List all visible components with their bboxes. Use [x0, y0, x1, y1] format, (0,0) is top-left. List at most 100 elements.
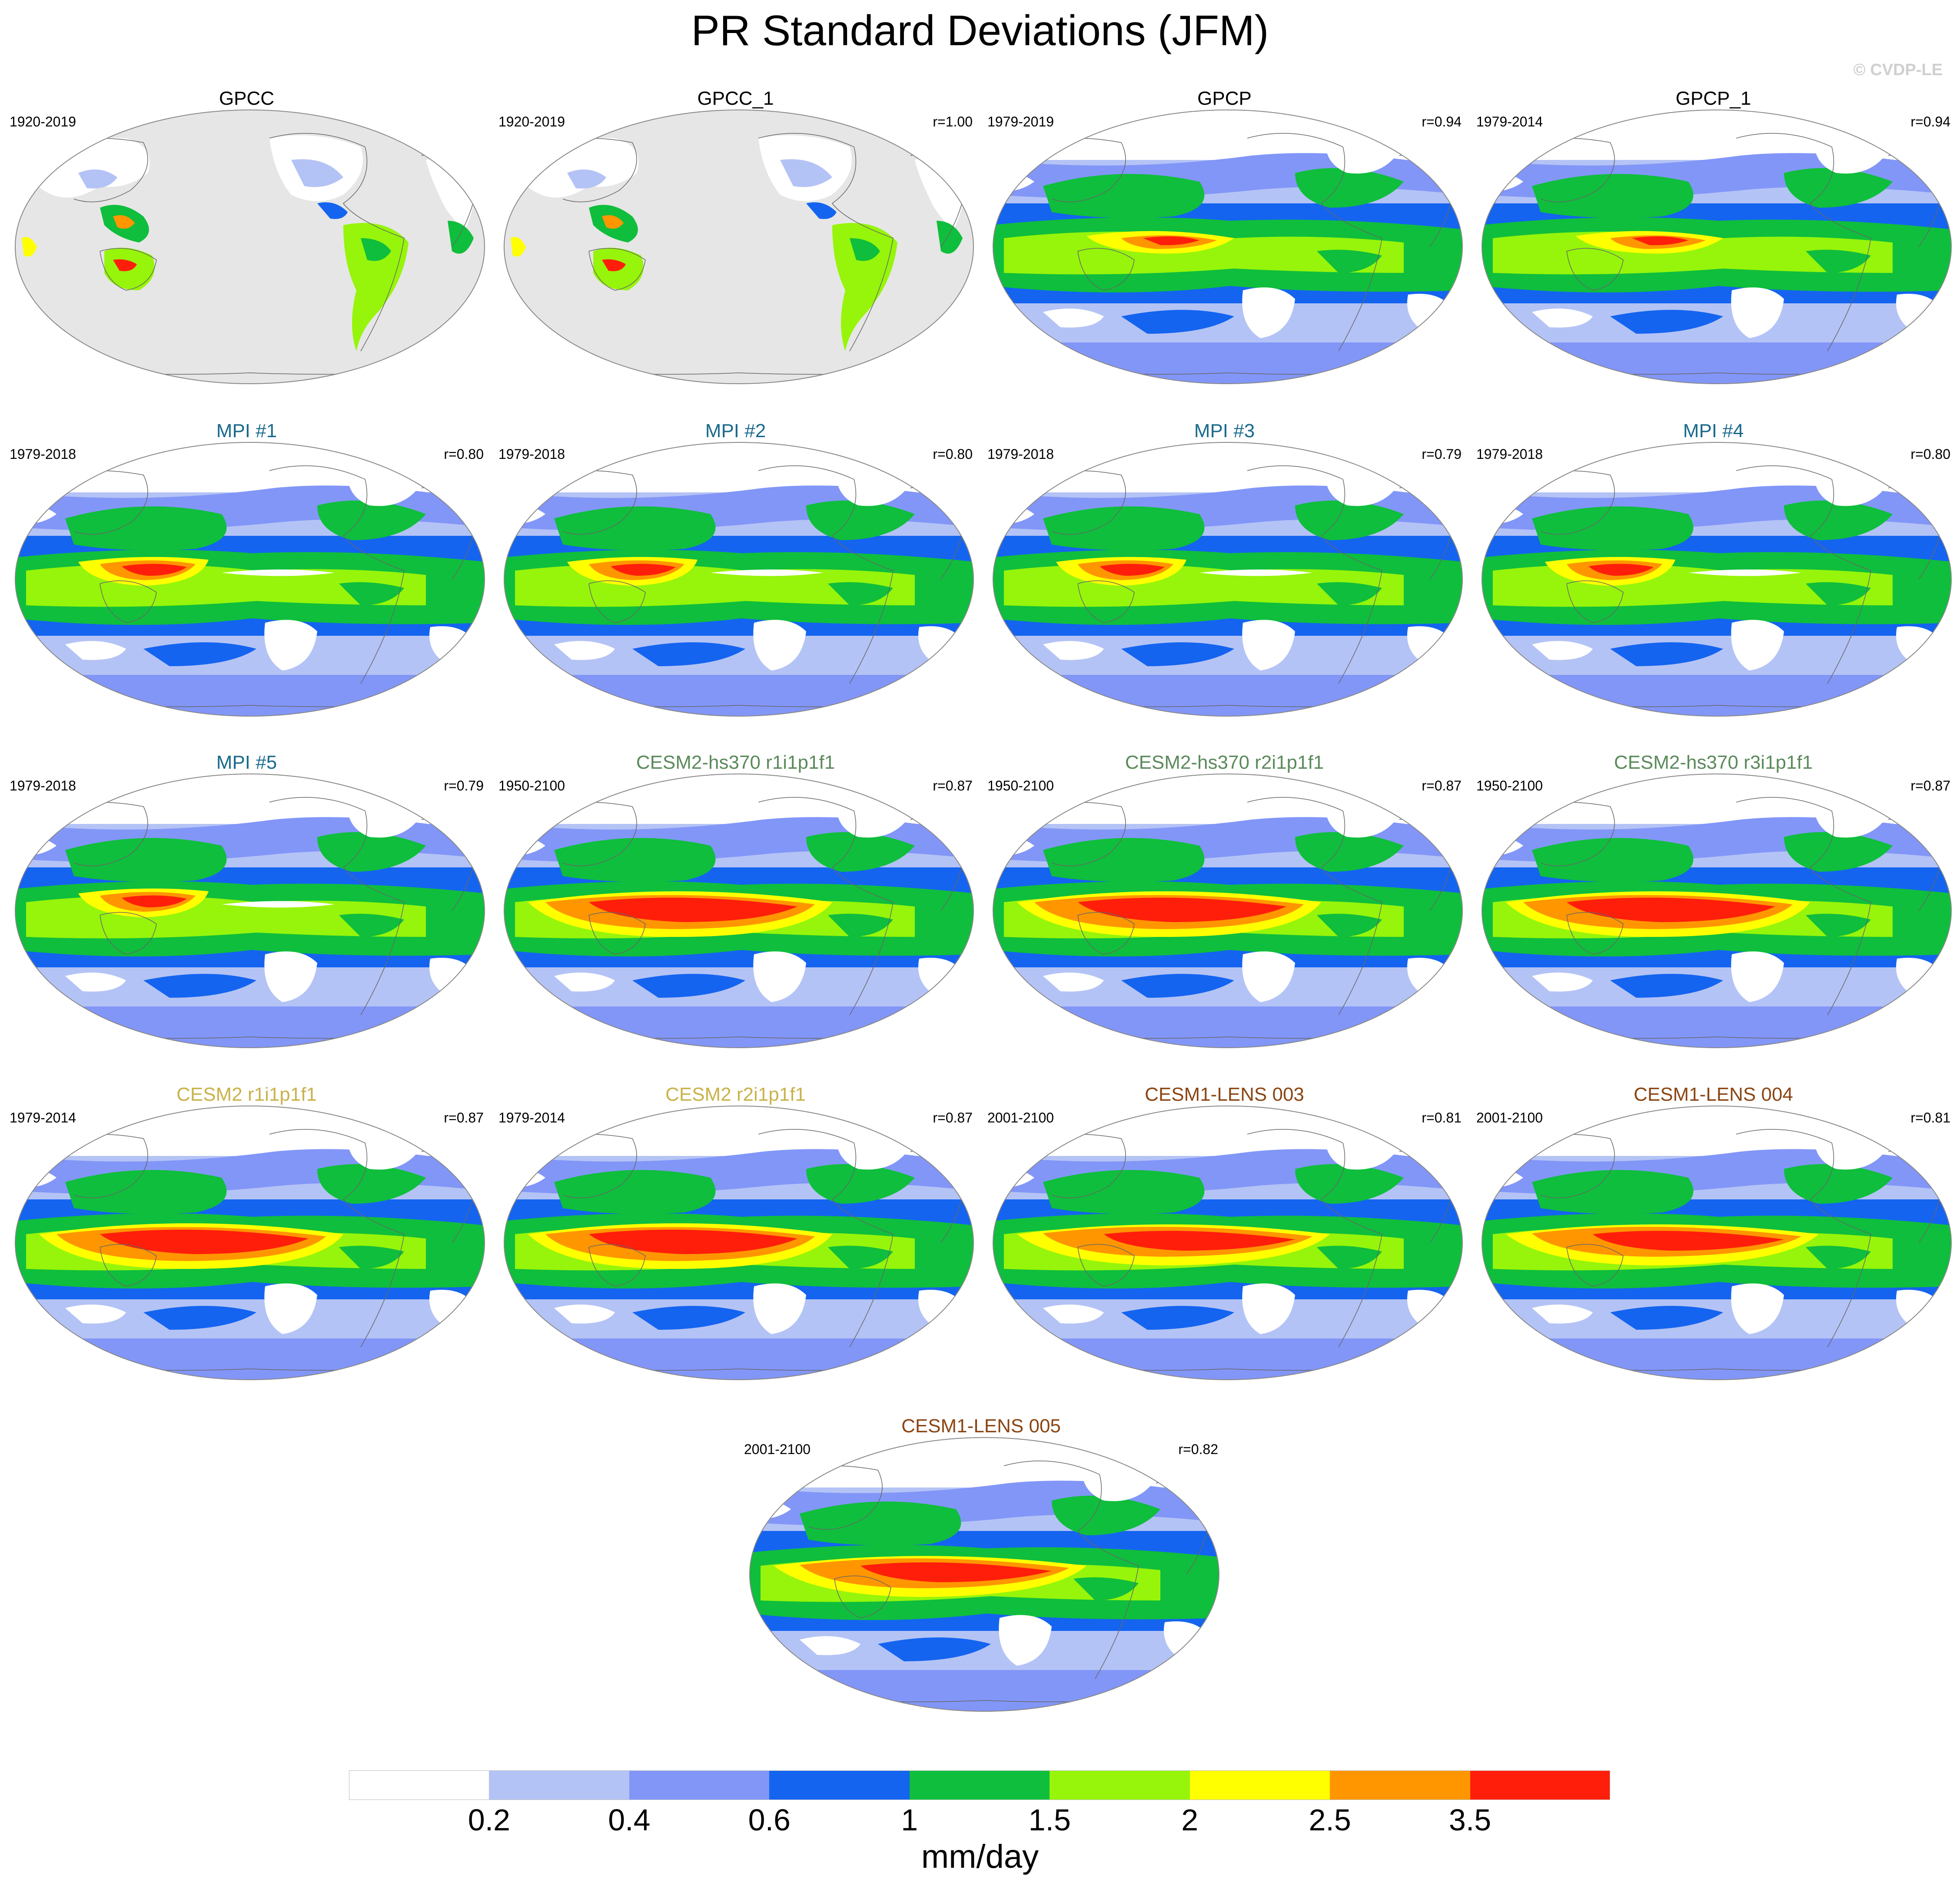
precipitation-map — [991, 440, 1465, 718]
panel-years: 1979-2018 — [1476, 446, 1543, 462]
colorbar-swatch — [1050, 1770, 1190, 1800]
panel-title: MPI #3 — [1194, 420, 1255, 442]
map-panel: CESM2-hs370 r2i1p1f1 1950-2100 r=0.87 — [982, 751, 1467, 1055]
panel-years: 1950-2100 — [987, 778, 1054, 794]
precipitation-map — [1480, 1104, 1953, 1382]
map-panel: CESM2 r2i1p1f1 1979-2014 r=0.87 — [493, 1083, 978, 1387]
panel-title: CESM1-LENS 004 — [1634, 1084, 1793, 1105]
map-panel: GPCP_1 1979-2014 r=0.94 — [1471, 87, 1956, 391]
panel-correlation: r=0.87 — [1910, 778, 1950, 794]
panel-years: 1950-2100 — [498, 778, 565, 794]
colorbar-tick-label: 0.6 — [748, 1803, 791, 1837]
panel-correlation: r=0.94 — [1422, 114, 1462, 129]
precipitation-map — [991, 1104, 1465, 1382]
precipitation-map — [747, 1435, 1221, 1713]
panel-correlation: r=0.79 — [1422, 446, 1462, 462]
panel-title: MPI #5 — [216, 752, 277, 773]
precipitation-map — [1480, 440, 1953, 718]
colorbar-swatch — [909, 1770, 1050, 1800]
colorbar-tick-label: 3.5 — [1448, 1803, 1492, 1837]
colorbar-units: mm/day — [921, 1838, 1039, 1875]
panel-title: MPI #4 — [1683, 420, 1744, 442]
panel-correlation: r=0.80 — [1910, 446, 1950, 462]
precipitation-map — [502, 108, 976, 386]
precipitation-map — [991, 108, 1465, 386]
panel-years: 1979-2018 — [498, 446, 565, 462]
panel-correlation: r=0.82 — [1178, 1441, 1218, 1457]
map-panel: GPCC_1 1920-2019 r=1.00 — [493, 87, 978, 391]
colorbar-tick-label: 2.5 — [1309, 1803, 1351, 1837]
map-panel: GPCP 1979-2019 r=0.94 — [982, 87, 1467, 391]
figure-title: PR Standard Deviations (JFM) — [691, 7, 1269, 54]
panel-correlation: r=0.94 — [1910, 114, 1950, 129]
precipitation-map — [1480, 108, 1953, 386]
panel-title: GPCC — [219, 88, 275, 109]
map-panel: MPI #2 1979-2018 r=0.80 — [493, 419, 978, 724]
panel-correlation: r=0.87 — [1422, 778, 1462, 794]
panel-title: CESM2 r1i1p1f1 — [176, 1084, 317, 1105]
colorbar-tick-label: 1 — [901, 1803, 918, 1837]
panel-years: 1979-2019 — [987, 114, 1054, 129]
panel-years: 1979-2018 — [987, 446, 1054, 462]
panel-years: 2001-2100 — [987, 1110, 1054, 1126]
panel-years: 1920-2019 — [498, 114, 565, 129]
precipitation-map — [502, 772, 976, 1050]
map-panel: CESM2 r1i1p1f1 1979-2014 r=0.87 — [4, 1083, 489, 1387]
colorbar-swatch — [769, 1770, 910, 1800]
precipitation-map — [13, 440, 487, 718]
map-panel: GPCC 1920-2019 — [4, 87, 489, 391]
map-panel: CESM1-LENS 003 2001-2100 r=0.81 — [982, 1083, 1467, 1387]
panel-title: MPI #2 — [705, 420, 766, 442]
panel-correlation: r=0.80 — [444, 446, 484, 462]
map-panel: MPI #3 1979-2018 r=0.79 — [982, 419, 1467, 724]
map-panel: CESM2-hs370 r1i1p1f1 1950-2100 r=0.87 — [493, 751, 978, 1055]
colorbar-swatch — [1470, 1770, 1611, 1800]
panel-correlation: r=0.80 — [933, 446, 973, 462]
precipitation-map — [991, 772, 1465, 1050]
panel-years: 1979-2018 — [10, 446, 76, 462]
map-panel: MPI #1 1979-2018 r=0.80 — [4, 419, 489, 724]
panel-years: 1979-2014 — [498, 1110, 565, 1126]
panel-years: 1920-2019 — [10, 114, 76, 129]
colorbar-tick-label: 1.5 — [1028, 1803, 1071, 1837]
map-panel: CESM1-LENS 005 2001-2100 r=0.82 — [739, 1414, 1223, 1719]
panel-years: 1950-2100 — [1476, 778, 1543, 794]
panel-title: CESM1-LENS 003 — [1145, 1084, 1304, 1105]
map-panel: MPI #4 1979-2018 r=0.80 — [1471, 419, 1956, 724]
panel-years: 1979-2018 — [10, 778, 76, 794]
panel-years: 2001-2100 — [744, 1441, 811, 1457]
panel-title: CESM2 r2i1p1f1 — [665, 1084, 806, 1105]
colorbar-tick-label: 2 — [1181, 1803, 1199, 1837]
colorbar-tick-label: 0.4 — [608, 1803, 651, 1837]
colorbar-swatch — [489, 1770, 630, 1800]
colorbar-tick-label: 0.2 — [468, 1803, 511, 1837]
colorbar-swatch — [1330, 1770, 1471, 1800]
panel-title: CESM1-LENS 005 — [901, 1415, 1061, 1437]
map-panel: CESM2-hs370 r3i1p1f1 1950-2100 r=0.87 — [1471, 751, 1956, 1055]
colorbar-swatch — [349, 1770, 489, 1800]
panel-years: 2001-2100 — [1476, 1110, 1543, 1126]
precipitation-map — [13, 1104, 487, 1382]
panel-title: GPCC_1 — [697, 88, 774, 109]
map-panel: MPI #5 1979-2018 r=0.79 — [4, 751, 489, 1055]
panel-years: 1979-2014 — [10, 1110, 76, 1126]
panel-correlation: r=0.81 — [1910, 1110, 1950, 1126]
precipitation-map — [502, 440, 976, 718]
colorbar-swatch — [629, 1770, 770, 1800]
panel-title: CESM2-hs370 r2i1p1f1 — [1125, 752, 1324, 773]
panel-title: CESM2-hs370 r1i1p1f1 — [636, 752, 835, 773]
panel-title: MPI #1 — [216, 420, 277, 442]
panel-title: CESM2-hs370 r3i1p1f1 — [1614, 752, 1813, 773]
panel-correlation: r=0.79 — [444, 778, 484, 794]
panel-correlation: r=1.00 — [933, 114, 973, 129]
panel-correlation: r=0.81 — [1422, 1110, 1462, 1126]
panel-title: GPCP_1 — [1675, 88, 1751, 109]
colorbar — [349, 1770, 1611, 1801]
precipitation-map — [1480, 772, 1953, 1050]
colorbar-swatch — [1189, 1770, 1330, 1800]
panel-correlation: r=0.87 — [933, 778, 973, 794]
panel-correlation: r=0.87 — [444, 1110, 484, 1126]
panel-years: 1979-2014 — [1476, 114, 1543, 129]
map-panel: CESM1-LENS 004 2001-2100 r=0.81 — [1471, 1083, 1956, 1387]
precipitation-map — [13, 108, 487, 386]
